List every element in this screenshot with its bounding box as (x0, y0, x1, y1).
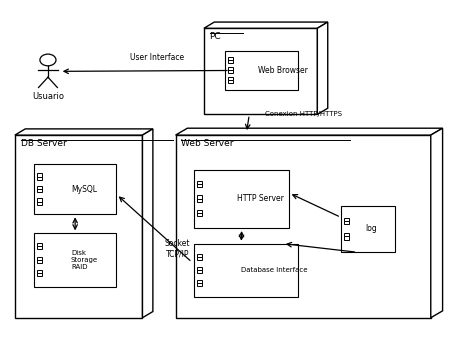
Text: DB Server: DB Server (20, 139, 66, 148)
FancyBboxPatch shape (36, 273, 42, 276)
Text: Database Interface: Database Interface (241, 267, 308, 273)
FancyBboxPatch shape (197, 280, 202, 283)
Text: Socket
TCP/IP: Socket TCP/IP (164, 239, 190, 259)
FancyBboxPatch shape (197, 257, 202, 260)
FancyBboxPatch shape (36, 173, 42, 176)
FancyBboxPatch shape (36, 257, 42, 260)
Text: MySQL: MySQL (71, 185, 97, 194)
Polygon shape (15, 129, 153, 135)
FancyBboxPatch shape (197, 213, 202, 216)
FancyBboxPatch shape (36, 186, 42, 189)
FancyBboxPatch shape (15, 135, 143, 318)
FancyBboxPatch shape (194, 170, 289, 228)
FancyBboxPatch shape (36, 243, 42, 246)
FancyBboxPatch shape (175, 135, 431, 318)
FancyBboxPatch shape (194, 244, 299, 297)
Polygon shape (318, 22, 328, 115)
FancyBboxPatch shape (228, 80, 233, 83)
Polygon shape (204, 22, 328, 28)
FancyBboxPatch shape (36, 176, 42, 180)
FancyBboxPatch shape (204, 28, 318, 115)
FancyBboxPatch shape (344, 236, 349, 239)
Polygon shape (143, 129, 153, 318)
FancyBboxPatch shape (228, 57, 233, 60)
FancyBboxPatch shape (228, 60, 233, 63)
FancyBboxPatch shape (36, 198, 42, 201)
FancyBboxPatch shape (34, 233, 117, 287)
FancyBboxPatch shape (197, 195, 202, 199)
Text: Disk
Storage
RAID: Disk Storage RAID (71, 250, 98, 270)
FancyBboxPatch shape (228, 70, 233, 73)
FancyBboxPatch shape (344, 221, 349, 224)
FancyBboxPatch shape (197, 184, 202, 187)
FancyBboxPatch shape (36, 189, 42, 192)
Text: Conexion HTTP/HTTPS: Conexion HTTP/HTTPS (265, 111, 342, 117)
Text: PC: PC (210, 33, 221, 42)
FancyBboxPatch shape (344, 233, 349, 236)
FancyBboxPatch shape (225, 51, 299, 90)
FancyBboxPatch shape (36, 260, 42, 263)
Text: Web Server: Web Server (181, 139, 234, 148)
Text: User Interface: User Interface (129, 53, 184, 62)
FancyBboxPatch shape (197, 270, 202, 273)
FancyBboxPatch shape (197, 254, 202, 257)
Text: Web Browser: Web Browser (258, 66, 308, 75)
Text: log: log (365, 225, 377, 234)
FancyBboxPatch shape (197, 283, 202, 286)
FancyBboxPatch shape (341, 206, 395, 252)
Polygon shape (431, 128, 443, 318)
Text: Usuario: Usuario (32, 92, 64, 101)
FancyBboxPatch shape (36, 201, 42, 204)
FancyBboxPatch shape (34, 164, 117, 215)
FancyBboxPatch shape (197, 199, 202, 202)
FancyBboxPatch shape (228, 77, 233, 80)
FancyBboxPatch shape (197, 181, 202, 184)
FancyBboxPatch shape (228, 67, 233, 70)
FancyBboxPatch shape (36, 270, 42, 273)
FancyBboxPatch shape (197, 210, 202, 213)
Polygon shape (175, 128, 443, 135)
FancyBboxPatch shape (344, 218, 349, 221)
FancyBboxPatch shape (36, 246, 42, 249)
FancyBboxPatch shape (197, 267, 202, 270)
Text: HTTP Server: HTTP Server (237, 194, 284, 203)
